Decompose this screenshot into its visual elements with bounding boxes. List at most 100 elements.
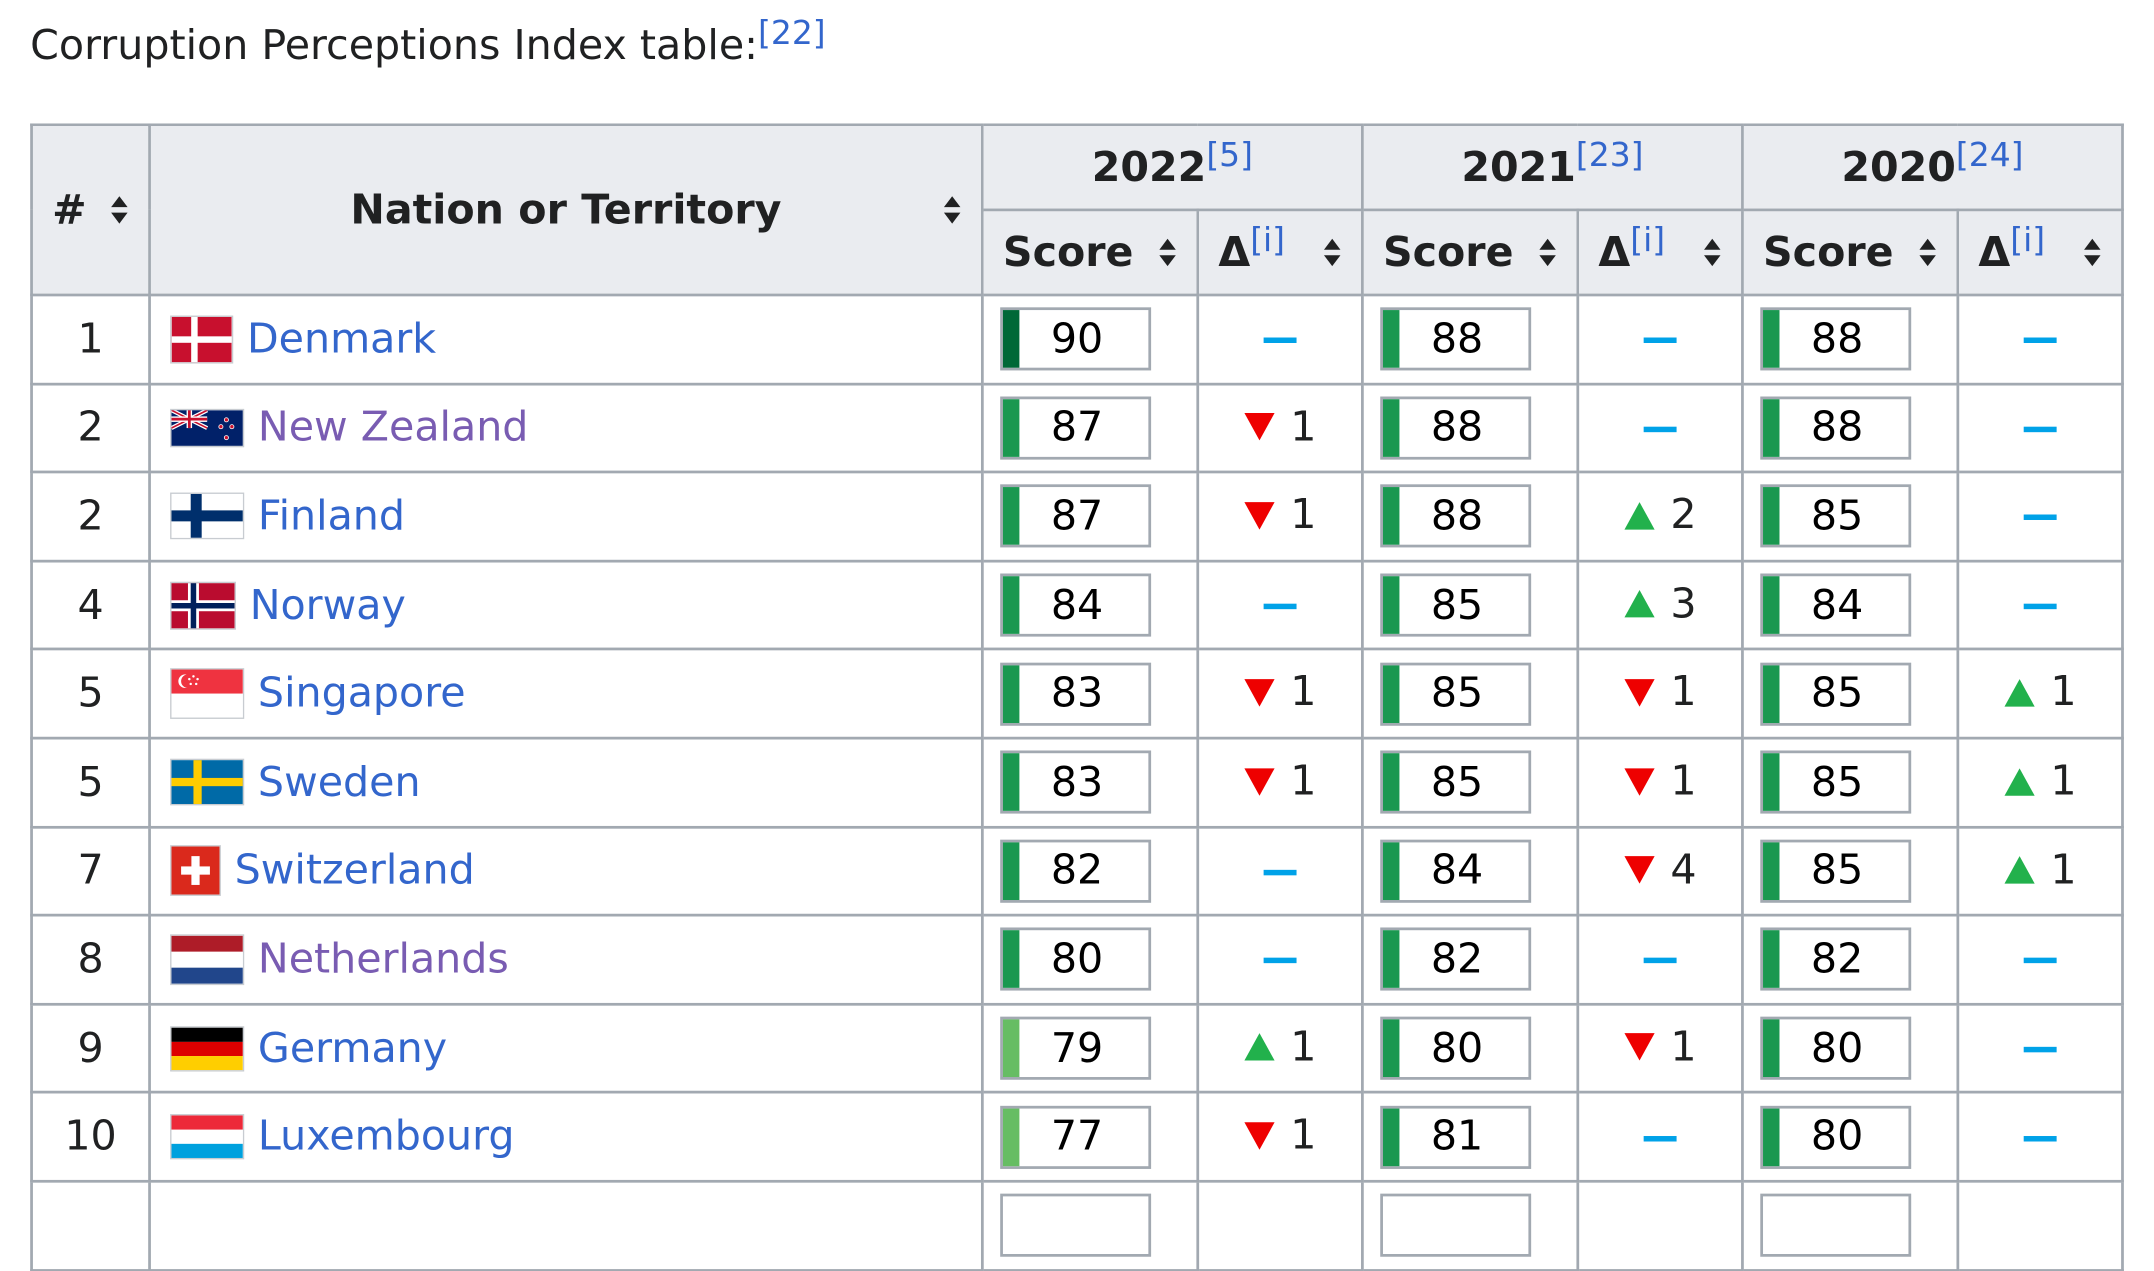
sort-icon[interactable] [1538, 237, 1557, 267]
year-header-2022: 2022[5] [980, 123, 1364, 212]
year-header-2021: 2021[23] [1361, 123, 1744, 212]
score-bar [1382, 664, 1400, 723]
score-bar [1382, 399, 1400, 457]
score-bar [1382, 1019, 1400, 1078]
score-bar [1763, 753, 1780, 812]
score-box: 80 [1760, 1105, 1912, 1169]
score-value: 84 [1810, 581, 1864, 630]
rank-cell: 1 [30, 293, 151, 385]
delta-value: 1 [2050, 845, 2077, 895]
delta-info-link[interactable]: [i] [1250, 220, 1286, 259]
no-change-icon [2023, 337, 2057, 344]
table-row-partial [30, 1179, 2124, 1271]
delta-cell [1956, 293, 2124, 385]
column-header-delta-2021[interactable]: Δ[i] [1576, 208, 1744, 297]
year-reference-link[interactable]: [24] [1955, 135, 2024, 174]
up-arrow-icon [1624, 500, 1657, 530]
delta-cell [1576, 293, 1744, 385]
sort-icon[interactable] [110, 195, 129, 225]
sort-icon[interactable] [1918, 237, 1937, 267]
delta-value: 3 [1670, 580, 1697, 629]
rank-cell: 4 [30, 559, 151, 651]
score-box: 82 [1760, 928, 1912, 992]
column-header-rank[interactable]: # [30, 123, 151, 297]
column-header-delta-2022[interactable]: Δ[i] [1196, 208, 1364, 297]
score-box: 80 [1760, 1016, 1912, 1080]
score-cell: 85 [1361, 648, 1580, 740]
score-value: 84 [1430, 847, 1484, 896]
up-arrow-icon [2004, 766, 2037, 796]
score-box: 85 [1760, 484, 1912, 549]
nation-cell: New Zealand [148, 382, 984, 474]
table-row: 4 Norway 84 85 3 84 [30, 559, 2124, 651]
score-box: 83 [1000, 750, 1152, 814]
score-bar [1002, 1019, 1020, 1078]
down-arrow-icon [1624, 1032, 1657, 1062]
sort-icon[interactable] [1158, 237, 1177, 267]
score-bar [1763, 1019, 1780, 1078]
column-header-score-2022[interactable]: Score [980, 208, 1200, 297]
delta-cell: 1 [1956, 736, 2124, 829]
delta-cell: 1 [1576, 1002, 1744, 1094]
nation-link[interactable]: Sweden [257, 758, 421, 807]
caption-reference-link[interactable]: [22] [758, 13, 826, 53]
sort-icon[interactable] [1703, 237, 1722, 267]
score-bar [1002, 753, 1020, 812]
column-header-score-2020[interactable]: Score [1741, 208, 1960, 297]
score-box: 85 [1760, 839, 1912, 903]
nation-link[interactable]: Netherlands [257, 935, 509, 984]
column-header-delta-2020[interactable]: Δ[i] [1956, 208, 2124, 297]
score-cell: 83 [980, 736, 1200, 829]
nation-link[interactable]: Germany [257, 1024, 448, 1073]
nation-link[interactable]: Luxembourg [257, 1112, 515, 1161]
score-box: 85 [1380, 662, 1532, 726]
score-box: 84 [1760, 573, 1912, 637]
table-row: 7 Switzerland 82 84 4 85 1 [30, 825, 2124, 917]
delta-value: 1 [1290, 1111, 1317, 1160]
rank-cell: 5 [30, 736, 151, 829]
rank-cell: 5 [30, 648, 151, 740]
down-arrow-icon [1624, 766, 1657, 796]
score-value: 80 [1050, 935, 1104, 984]
score-value: 80 [1810, 1024, 1864, 1073]
delta-cell: 1 [1196, 1002, 1364, 1094]
score-box: 79 [1000, 1016, 1152, 1080]
score-bar [1763, 664, 1780, 723]
nation-link[interactable]: New Zealand [257, 403, 529, 452]
score-value: 83 [1050, 669, 1104, 718]
score-bar [1002, 930, 1020, 989]
nation-link[interactable]: Switzerland [234, 847, 475, 896]
score-cell: 87 [980, 470, 1200, 563]
delta-info-link[interactable]: [i] [1630, 220, 1666, 259]
score-box: 80 [1000, 928, 1152, 992]
score-box: 88 [1380, 484, 1532, 549]
score-cell: 81 [1361, 1091, 1580, 1183]
score-box: 88 [1760, 307, 1912, 371]
delta-cell [1196, 293, 1364, 385]
year-reference-link[interactable]: [23] [1575, 135, 1644, 174]
sort-icon[interactable] [2083, 237, 2102, 267]
score-value: 85 [1430, 581, 1484, 630]
score-cell: 85 [1741, 470, 1960, 563]
table-row: 5 Singapore 83 1 85 1 85 1 [30, 648, 2124, 740]
nation-link[interactable]: Norway [249, 581, 406, 630]
score-bar [1763, 310, 1780, 369]
germany-flag [170, 1025, 245, 1071]
nation-link[interactable]: Denmark [246, 315, 437, 364]
delta-info-link[interactable]: [i] [2010, 220, 2046, 259]
score-cell: 88 [1361, 293, 1580, 385]
score-cell: 83 [980, 648, 1200, 740]
no-change-icon [1643, 426, 1677, 433]
year-reference-link[interactable]: [5] [1206, 135, 1253, 174]
sort-icon[interactable] [943, 195, 962, 225]
table-row: 10 Luxembourg 77 1 81 80 [30, 1091, 2124, 1183]
sort-icon[interactable] [1323, 237, 1342, 267]
delta-cell [1956, 1091, 2124, 1183]
nation-link[interactable]: Finland [257, 492, 406, 541]
column-header-score-2021[interactable]: Score [1361, 208, 1580, 297]
nation-link[interactable]: Singapore [257, 669, 466, 718]
column-header-nation[interactable]: Nation or Territory [148, 123, 984, 297]
score-box: 88 [1380, 396, 1532, 460]
score-bar [1002, 576, 1020, 634]
score-bar [1382, 930, 1400, 989]
